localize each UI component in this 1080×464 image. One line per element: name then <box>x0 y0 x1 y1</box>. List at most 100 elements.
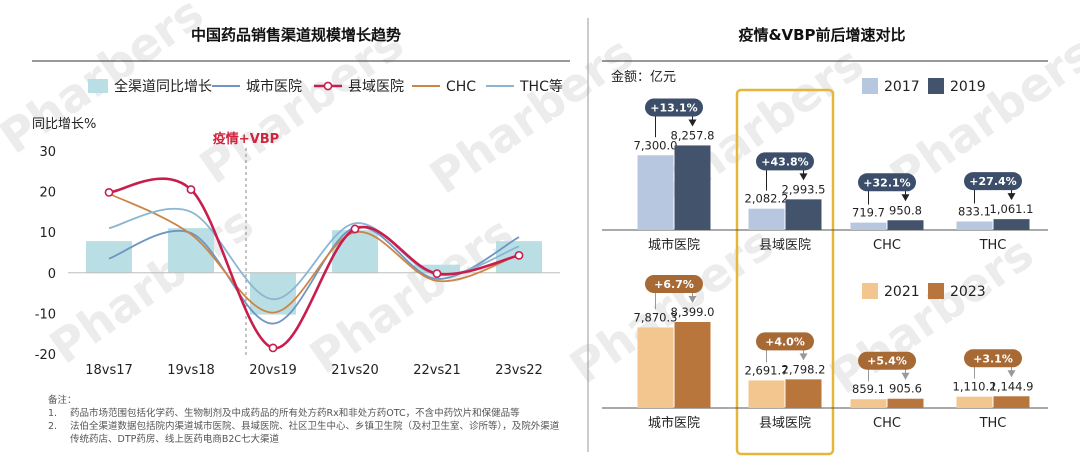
legend-label: CHC <box>446 79 476 95</box>
growth-pill <box>964 172 1022 191</box>
legend-swatch <box>862 78 878 94</box>
category-label: CHC <box>873 416 901 431</box>
unit-label: 金额：亿元 <box>611 69 676 85</box>
line-series <box>108 225 520 325</box>
growth-arrow-head <box>799 173 808 181</box>
growth-rate-label: +5.4% <box>867 355 907 368</box>
y-tick-label: -10 <box>35 307 56 322</box>
growth-pill <box>756 332 814 351</box>
bar <box>637 155 674 230</box>
bar-value-label: 8,399.0 <box>671 305 715 319</box>
left-y-axis-label: 同比增长% <box>32 117 96 132</box>
bar <box>887 398 924 408</box>
bar <box>748 380 785 408</box>
growth-rate-label: +27.4% <box>969 175 1016 188</box>
growth-arrow-head <box>1007 370 1016 378</box>
right-chart-title: 疫情&VBP前后增速对比 <box>738 26 905 44</box>
bar-value-label: 1,110.2 <box>953 380 997 394</box>
note-number: 2. <box>48 421 58 432</box>
note-item-2: 2. 法伯全渠道数据包括院内渠道城市医院、县域医院、社区卫生中心、乡镇卫生院（及… <box>48 420 568 446</box>
bar-value-label: 833.1 <box>958 204 991 218</box>
legend-label: 2023 <box>950 284 986 300</box>
category-label: 县域医院 <box>759 416 811 431</box>
legend-swatch <box>928 78 944 94</box>
county-hospital-highlight-box <box>735 88 835 456</box>
bar <box>674 145 711 230</box>
bar <box>674 322 711 408</box>
y-tick-label: 0 <box>48 267 56 282</box>
bar <box>748 208 785 230</box>
bar-value-label: 950.8 <box>889 203 922 217</box>
note-text: 法伯全渠道数据包括院内渠道城市医院、县域医院、社区卫生中心、乡镇卫生院（及村卫生… <box>70 421 560 445</box>
left-legend: 全渠道同比增长 城市医院 县域医院 CHC THC等 <box>88 78 563 95</box>
right-plot-area: 7,300.08,257.8 城市医院 +13.1% 2,082.22,993.5 县域… <box>602 78 1048 431</box>
y-tick-label: -20 <box>35 348 56 363</box>
growth-pill <box>645 275 703 293</box>
bar <box>956 221 993 230</box>
bar-value-label: 7,870.3 <box>634 310 678 324</box>
growth-rate-label: +32.1% <box>863 176 910 189</box>
growth-pill <box>858 351 916 370</box>
x-tick-label: 23vs22 <box>495 363 543 378</box>
note-text: 药品市场范围包括化学药、生物制剂及中成药品的所有处方药Rx和非处方药OTC，不含… <box>70 408 520 419</box>
x-tick-label: 20vs19 <box>249 363 297 378</box>
x-tick-label: 19vs18 <box>167 363 215 378</box>
bar-value-label: 859.1 <box>852 382 885 396</box>
y-tick-label: 10 <box>39 226 56 241</box>
growth-rate-label: +4.0% <box>765 335 805 348</box>
bar <box>956 396 993 408</box>
bar-value-label: 905.6 <box>889 382 922 396</box>
bar-value-label: 7,300.0 <box>634 138 678 152</box>
event-annotation: 疫情+VBP <box>213 131 279 147</box>
category-label: THC <box>979 238 1007 253</box>
growth-rate-label: +13.1% <box>650 101 697 114</box>
growth-pill <box>858 173 916 192</box>
growth-arrow-head <box>1007 193 1016 201</box>
bar-value-label: 2,993.5 <box>782 182 826 196</box>
legend-label: 全渠道同比增长 <box>114 78 212 95</box>
line-marker <box>104 188 114 197</box>
growth-rate-label: +3.1% <box>973 352 1013 365</box>
line-marker <box>432 269 442 279</box>
growth-arrow-head <box>799 353 808 361</box>
growth-arrow-head <box>901 372 910 380</box>
y-tick-label: 20 <box>39 186 56 201</box>
category-label: CHC <box>873 238 901 253</box>
legend-label: 2017 <box>884 79 920 95</box>
growth-arrow-head <box>901 194 910 202</box>
growth-pill <box>756 152 814 171</box>
x-tick-label: 21vs20 <box>331 363 379 378</box>
growth-pill <box>964 349 1022 368</box>
line-marker <box>186 185 196 194</box>
note-item-1: 1. 药品市场范围包括化学药、生物制剂及中成药品的所有处方药Rx和非处方药OTC… <box>48 407 568 420</box>
growth-rate-label: +6.7% <box>654 278 694 291</box>
bar-value-label: 2,798.2 <box>782 362 826 376</box>
legend-label: 2019 <box>950 79 986 95</box>
x-tick-label: 22vs21 <box>413 363 461 378</box>
category-label: 城市医院 <box>648 237 700 253</box>
legend-swatch <box>928 283 944 299</box>
legend-swatch <box>88 79 108 93</box>
bar <box>850 399 887 408</box>
bar-value-label: 1,144.9 <box>990 379 1034 393</box>
bar <box>637 327 674 408</box>
growth-rate-label: +43.8% <box>761 155 808 168</box>
line-marker <box>514 250 524 260</box>
legend-label: 县域医院 <box>348 79 404 95</box>
legend-label: 2021 <box>884 284 920 300</box>
growth-arrow-head <box>688 296 697 303</box>
bar-value-label: 8,257.8 <box>671 128 715 142</box>
legend-swatch <box>862 283 878 299</box>
bar <box>887 220 924 230</box>
notes-section: 备注： 1. 药品市场范围包括化学药、生物制剂及中成药品的所有处方药Rx和非处方… <box>48 394 568 446</box>
bar <box>850 222 887 230</box>
bar-all-channel <box>86 241 132 273</box>
legend-marker <box>323 81 333 91</box>
bar <box>785 379 822 408</box>
growth-arrow-head <box>688 119 697 127</box>
left-chart-title: 中国药品销售渠道规模增长趋势 <box>191 26 401 44</box>
growth-pill <box>645 98 703 117</box>
bar-value-label: 719.7 <box>852 206 885 220</box>
bar <box>993 396 1030 408</box>
